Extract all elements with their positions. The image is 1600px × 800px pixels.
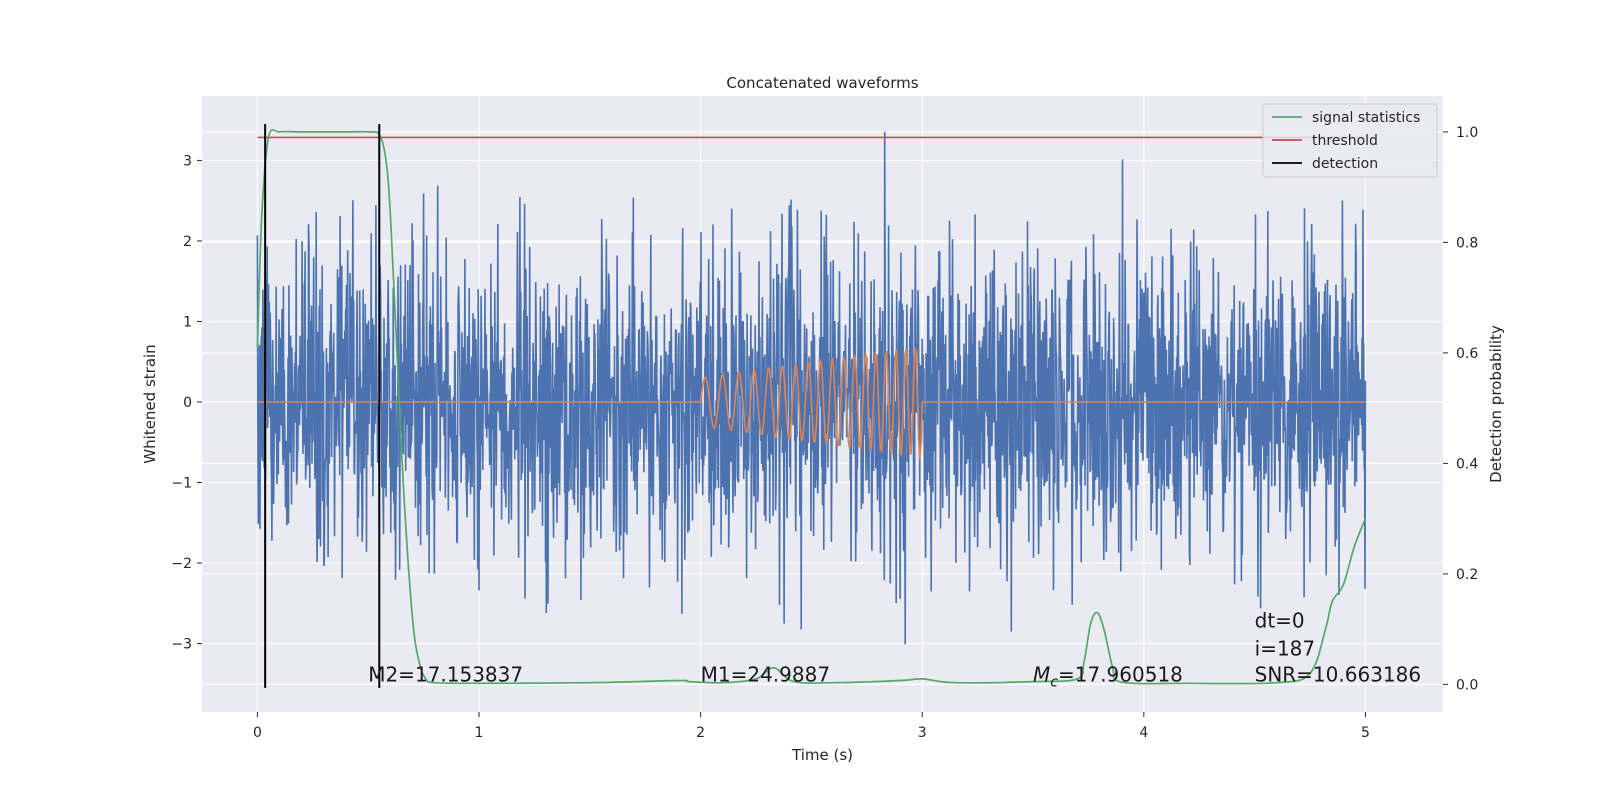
chart-title: Concatenated waveforms bbox=[726, 74, 918, 92]
x-tick-label: 2 bbox=[696, 725, 705, 741]
series-layer bbox=[256, 124, 1367, 688]
annotation-label: i=187 bbox=[1255, 637, 1316, 661]
annotation-label: dt=0 bbox=[1255, 608, 1305, 632]
y-right-tick-label: 0.8 bbox=[1456, 235, 1478, 251]
y-right-tick-label: 0.4 bbox=[1456, 456, 1478, 472]
series-injected-waveform-line bbox=[257, 347, 1366, 460]
annotation-label: Mc=17.960518 bbox=[1033, 662, 1183, 690]
x-tick-label: 0 bbox=[253, 725, 262, 741]
series-whitened-strain-line bbox=[256, 131, 1367, 645]
y-left-tick-label: −2 bbox=[171, 556, 192, 572]
annotations-layer: M2=17.153837 M1=24.9887 Mc=17.960518 SNR=10… bbox=[368, 608, 1421, 690]
legend: signal statistics threshold detection bbox=[1262, 103, 1438, 178]
annotation-label: M2=17.153837 bbox=[368, 662, 523, 686]
y-right-tick-label: 0.0 bbox=[1456, 677, 1478, 693]
x-tick-label: 1 bbox=[475, 725, 484, 741]
x-tick-label: 3 bbox=[918, 725, 927, 741]
legend-label: signal statistics bbox=[1312, 110, 1420, 126]
legend-label: detection bbox=[1312, 156, 1378, 172]
legend-box bbox=[1262, 103, 1438, 178]
y-right-tick-label: 0.6 bbox=[1456, 346, 1478, 362]
y-axis-right-label: Detection probability bbox=[1487, 325, 1505, 483]
ticks-layer: 0 1 2 3 4 5 −3 −2 −1 0 1 2 3 0.0 0.2 0.4 0.6 0.8 1.0 bbox=[171, 125, 1478, 741]
annotation-label: SNR=10.663186 bbox=[1255, 662, 1421, 686]
y-left-tick-label: 3 bbox=[183, 153, 192, 169]
y-axis-left-label: Whitened strain bbox=[141, 344, 159, 463]
legend-label: threshold bbox=[1312, 133, 1378, 149]
x-axis-label: Time (s) bbox=[791, 746, 853, 764]
y-left-tick-label: −3 bbox=[171, 637, 192, 653]
y-right-tick-label: 1.0 bbox=[1456, 125, 1478, 141]
y-left-tick-label: 2 bbox=[183, 234, 192, 250]
y-left-tick-label: −1 bbox=[171, 476, 192, 492]
x-tick-label: 5 bbox=[1361, 725, 1370, 741]
y-right-tick-label: 0.2 bbox=[1456, 567, 1478, 583]
x-tick-label: 4 bbox=[1139, 725, 1148, 741]
y-left-tick-label: 1 bbox=[183, 314, 192, 330]
annotation-label: M1=24.9887 bbox=[701, 662, 830, 686]
y-left-tick-label: 0 bbox=[183, 395, 192, 411]
